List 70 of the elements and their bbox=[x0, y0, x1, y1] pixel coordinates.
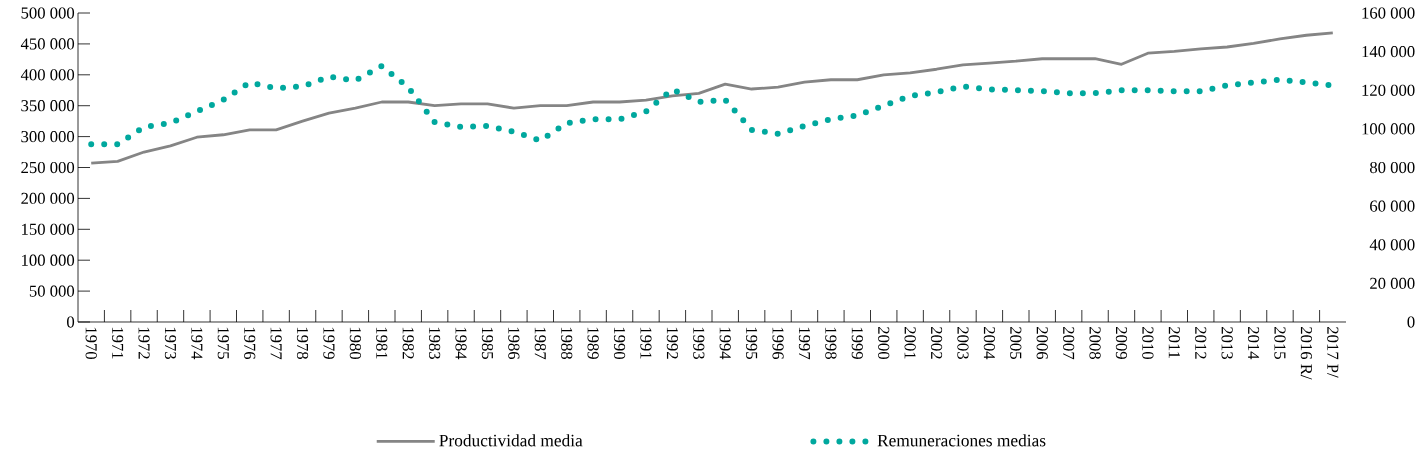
legend-label: Remuneraciones medias bbox=[877, 434, 1046, 447]
x-tick-label: 1993 bbox=[693, 327, 705, 359]
x-tick-label: 2009 bbox=[1115, 327, 1128, 359]
y-tick-label: 50 000 bbox=[29, 285, 75, 297]
y2-tick-label: 60 000 bbox=[1370, 200, 1415, 212]
y2-tick-label: 100 000 bbox=[1362, 123, 1415, 135]
x-tick-label: 2013 bbox=[1221, 327, 1233, 359]
x-tick-label: 1980 bbox=[349, 327, 361, 359]
x-tick-label: 1991 bbox=[640, 327, 652, 359]
x-tick-label: 1999 bbox=[851, 327, 863, 359]
y2-tick-label: 80 000 bbox=[1369, 161, 1415, 174]
x-tick-label: 1992 bbox=[666, 327, 678, 359]
y-tick-label: 200 000 bbox=[21, 192, 75, 205]
x-tick-label: 2017 P/ bbox=[1327, 327, 1339, 378]
x-tick-label: 2006 bbox=[1036, 327, 1048, 360]
x-tick-label: 1976 bbox=[244, 327, 256, 360]
y2-tick-label: 40 000 bbox=[1369, 239, 1415, 251]
y-tick-label: 450 000 bbox=[20, 38, 75, 50]
y-tick-label: 400 000 bbox=[20, 69, 75, 81]
x-tick-label: 1995 bbox=[746, 327, 758, 359]
x-tick-label: 1998 bbox=[825, 327, 837, 359]
x-tick-label: 2001 bbox=[904, 327, 916, 359]
x-tick-label: 1984 bbox=[455, 327, 467, 360]
x-tick-label: 1970 bbox=[85, 327, 97, 359]
legend-label: Productividad media bbox=[439, 434, 583, 447]
y2-tick-label: 120 000 bbox=[1362, 84, 1415, 96]
y2-tick-label: 0 bbox=[1407, 316, 1415, 328]
x-tick-label: 1982 bbox=[402, 327, 414, 359]
y2-tick-label: 160 000 bbox=[1362, 7, 1415, 19]
x-tick-label: 2004 bbox=[983, 327, 996, 360]
x-tick-label: 1977 bbox=[270, 327, 282, 360]
x-tick-label: 2011 bbox=[1168, 327, 1180, 358]
x-tick-label: 1988 bbox=[561, 327, 573, 359]
x-tick-label: 2015 bbox=[1274, 327, 1286, 359]
x-tick-label: 1985 bbox=[481, 327, 494, 359]
x-tick-label: 2016 R/ bbox=[1300, 327, 1313, 380]
x-tick-label: 1994 bbox=[719, 327, 731, 360]
y-tick-label: 150 000 bbox=[22, 223, 75, 235]
x-tick-label: 1989 bbox=[587, 327, 599, 359]
y-tick-label: 100 000 bbox=[22, 254, 75, 266]
y-tick-label: 300 000 bbox=[21, 130, 75, 143]
x-tick-label: 1996 bbox=[772, 327, 784, 360]
x-tick-label: 1972 bbox=[138, 327, 150, 359]
x-tick-label: 1975 bbox=[217, 327, 229, 359]
x-tick-label: 2002 bbox=[930, 327, 943, 359]
x-tick-label: 1978 bbox=[296, 327, 309, 359]
x-tick-label: 2003 bbox=[957, 327, 969, 359]
y-tick-label: 0 bbox=[67, 316, 75, 328]
x-tick-label: 2005 bbox=[1010, 327, 1022, 359]
x-tick-label: 2010 bbox=[1142, 327, 1154, 359]
y-tick-label: 500 000 bbox=[21, 7, 75, 19]
x-tick-label: 2000 bbox=[878, 327, 890, 359]
y-tick-label: 350 000 bbox=[21, 100, 75, 112]
x-tick-label: 1990 bbox=[613, 327, 626, 359]
x-tick-label: 1973 bbox=[164, 327, 177, 359]
x-tick-label: 1986 bbox=[508, 327, 520, 360]
y-tick-label: 250 000 bbox=[21, 161, 75, 174]
x-tick-label: 2014 bbox=[1247, 327, 1260, 360]
y2-tick-label: 20 000 bbox=[1370, 277, 1415, 289]
x-tick-label: 1983 bbox=[429, 327, 441, 359]
x-tick-label: 2007 bbox=[1063, 327, 1075, 360]
x-tick-label: 1987 bbox=[534, 327, 546, 360]
x-tick-label: 1997 bbox=[798, 327, 811, 360]
x-tick-label: 2008 bbox=[1089, 327, 1101, 359]
x-tick-label: 1971 bbox=[112, 327, 124, 359]
x-tick-label: 2012 bbox=[1195, 327, 1207, 359]
x-tick-label: 1981 bbox=[376, 327, 388, 359]
x-tick-label: 1974 bbox=[191, 327, 203, 360]
x-tick-label: 1979 bbox=[323, 327, 335, 359]
y2-tick-label: 140 000 bbox=[1362, 46, 1415, 58]
